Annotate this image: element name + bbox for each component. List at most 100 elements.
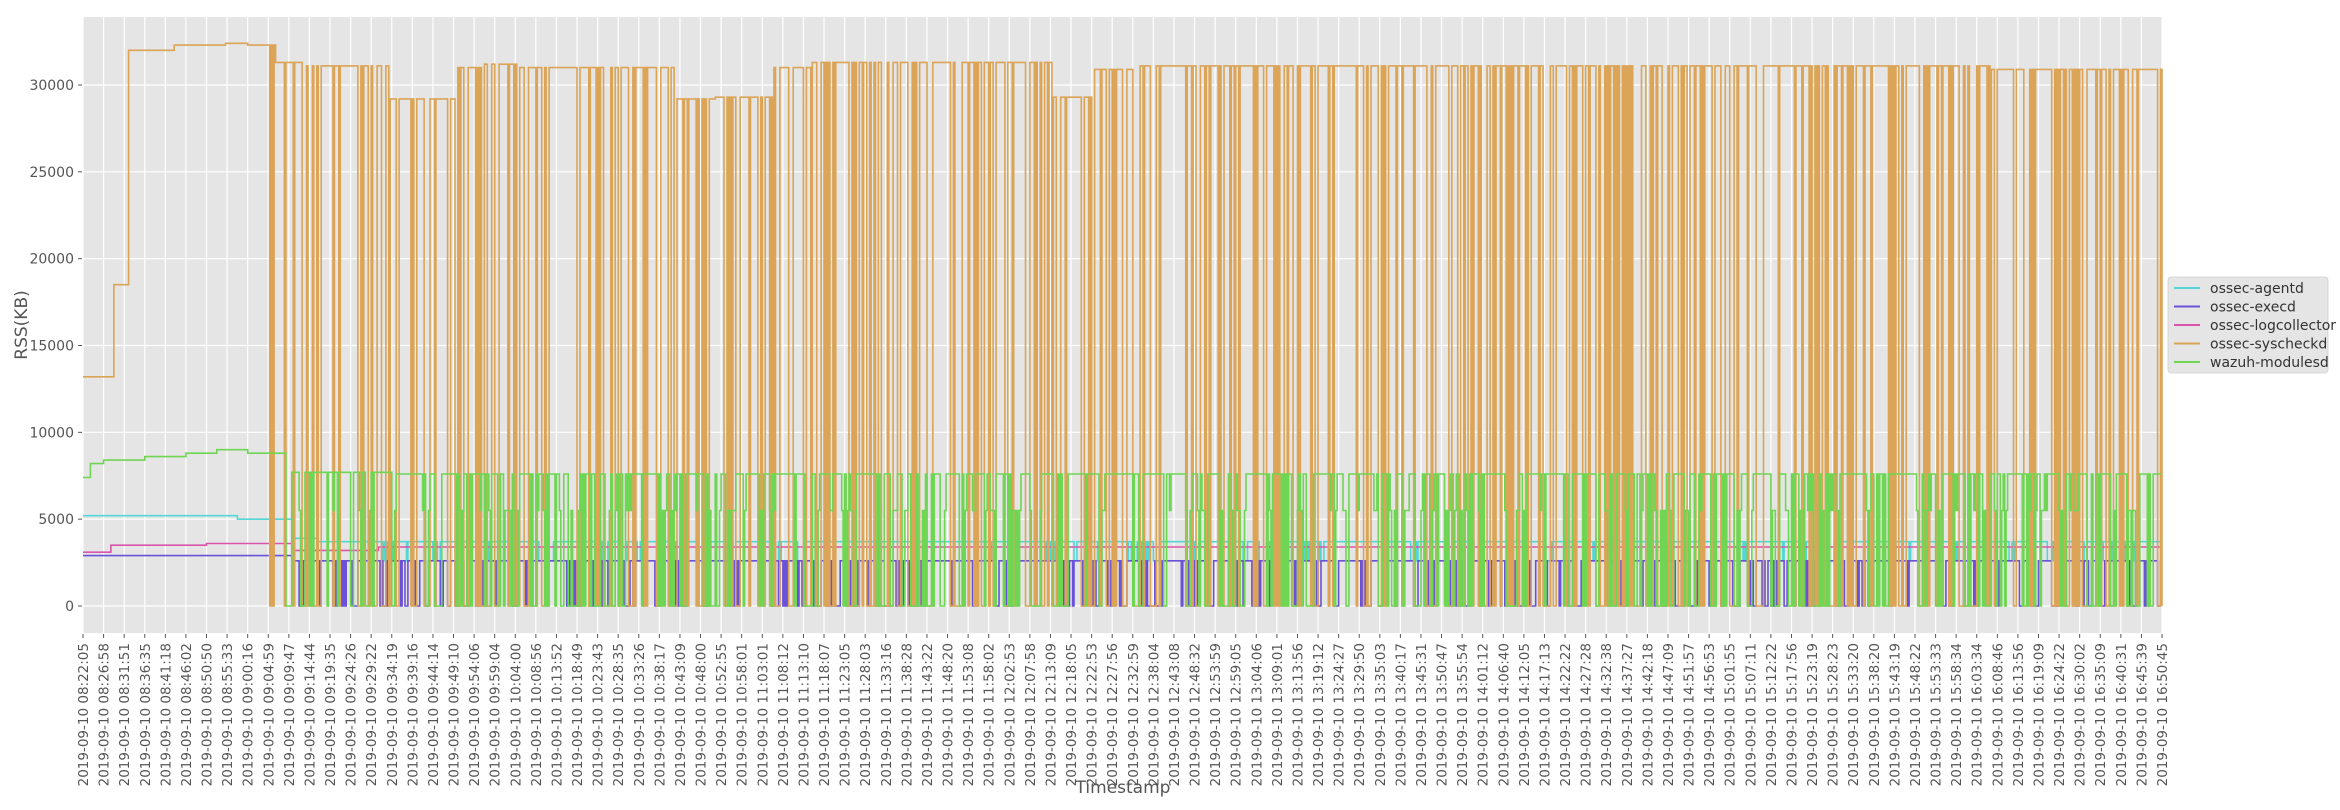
x-tick-label: 2019-09-10 12:48:32	[1188, 643, 1204, 786]
x-tick-label: 2019-09-10 12:18:05	[1064, 643, 1080, 786]
x-tick-label: 2019-09-10 09:44:14	[426, 643, 442, 786]
x-tick-label: 2019-09-10 15:07:11	[1743, 643, 1759, 786]
x-tick-label: 2019-09-10 09:19:35	[323, 643, 339, 786]
x-tick-label: 2019-09-10 14:17:13	[1537, 643, 1553, 786]
x-tick-label: 2019-09-10 14:42:18	[1640, 643, 1656, 786]
x-tick-label: 2019-09-10 15:53:33	[1929, 643, 1945, 786]
x-tick-label: 2019-09-10 10:08:56	[529, 643, 545, 786]
x-tick-label: 2019-09-10 12:22:53	[1085, 643, 1101, 786]
x-tick-label: 2019-09-10 14:56:53	[1702, 643, 1718, 786]
x-tick-label: 2019-09-10 11:53:08	[961, 643, 977, 786]
x-tick-label: 2019-09-10 15:23:19	[1805, 643, 1821, 786]
x-tick-label: 2019-09-10 10:04:00	[508, 643, 524, 786]
x-tick-label: 2019-09-10 08:46:02	[179, 643, 195, 786]
x-tick-label: 2019-09-10 13:13:56	[1290, 643, 1306, 786]
x-tick-label: 2019-09-10 10:43:09	[673, 643, 689, 786]
x-tick-label: 2019-09-10 12:53:59	[1208, 643, 1224, 786]
x-tick-label: 2019-09-10 10:33:26	[632, 643, 648, 786]
x-tick-label: 2019-09-10 09:04:59	[261, 643, 277, 786]
x-tick-label: 2019-09-10 13:24:27	[1332, 643, 1348, 786]
x-tick-label: 2019-09-10 13:35:03	[1373, 643, 1389, 786]
series-lines	[83, 42, 2163, 607]
y-tick-label: 10000	[29, 425, 74, 441]
x-tick-label: 2019-09-10 13:45:31	[1414, 643, 1430, 786]
legend-item: wazuh-modulesd	[2174, 355, 2329, 371]
y-tick-label: 15000	[29, 339, 74, 355]
legend-item: ossec-execd	[2174, 300, 2296, 316]
x-tick-label: 2019-09-10 15:33:20	[1846, 643, 1862, 786]
y-axis-label: RSS(KB)	[12, 290, 32, 359]
x-tick-label: 2019-09-10 12:32:59	[1126, 643, 1142, 786]
x-tick-label: 2019-09-10 09:24:26	[344, 643, 360, 786]
x-tick-label: 2019-09-10 16:08:46	[1990, 643, 2006, 786]
x-tick-label: 2019-09-10 10:38:17	[652, 643, 668, 786]
x-tick-label: 2019-09-10 09:54:06	[467, 643, 483, 786]
x-tick-label: 2019-09-10 15:17:56	[1784, 643, 1800, 786]
x-tick-label: 2019-09-10 08:41:18	[158, 643, 174, 786]
x-tick-label: 2019-09-10 14:22:22	[1558, 643, 1574, 786]
series-line-wazuh-modulesd	[83, 448, 2162, 607]
x-tick-label: 2019-09-10 14:27:28	[1579, 643, 1595, 786]
x-tick-label: 2019-09-10 08:26:58	[97, 643, 113, 786]
x-tick-label: 2019-09-10 13:50:47	[1435, 643, 1451, 786]
x-tick-label: 2019-09-10 11:23:05	[838, 643, 854, 786]
x-tick-label: 2019-09-10 11:38:28	[899, 643, 915, 786]
x-tick-label: 2019-09-10 14:37:27	[1620, 643, 1636, 786]
x-tick-label: 2019-09-10 09:29:22	[364, 643, 380, 786]
x-tick-label: 2019-09-10 15:01:55	[1723, 643, 1739, 786]
x-axis-label: Timestamp	[1075, 778, 1171, 798]
x-tick-label: 2019-09-10 08:50:50	[200, 643, 216, 786]
legend-item: ossec-syscheckd	[2174, 337, 2327, 353]
x-tick-label: 2019-09-10 16:50:45	[2155, 643, 2171, 786]
y-tick-label: 5000	[38, 512, 74, 528]
x-tick-label: 2019-09-10 14:12:05	[1517, 643, 1533, 786]
x-tick-label: 2019-09-10 15:28:23	[1826, 643, 1842, 786]
x-tick-label: 2019-09-10 09:00:16	[241, 643, 257, 786]
x-tick-label: 2019-09-10 13:55:54	[1455, 643, 1471, 786]
x-tick-label: 2019-09-10 11:03:01	[755, 643, 771, 786]
y-tick-label: 20000	[29, 252, 74, 268]
x-tick-label: 2019-09-10 10:23:43	[591, 643, 607, 786]
x-tick-label: 2019-09-10 08:55:33	[220, 643, 236, 786]
legend-item: ossec-agentd	[2174, 281, 2304, 297]
x-axis: 2019-09-10 08:22:05 2019-09-10 08:26:58 20…	[76, 634, 2171, 786]
x-tick-label: 2019-09-10 15:48:22	[1908, 643, 1924, 786]
y-axis: 0 5000 10000 15000 20000 25000 30000	[29, 78, 82, 615]
x-tick-label: 2019-09-10 11:08:12	[776, 643, 792, 786]
x-tick-label: 2019-09-10 13:29:50	[1352, 643, 1368, 786]
y-tick-label: 30000	[29, 78, 74, 94]
x-tick-label: 2019-09-10 10:52:55	[714, 643, 730, 786]
x-tick-label: 2019-09-10 10:18:49	[570, 643, 586, 786]
x-tick-label: 2019-09-10 16:13:56	[2011, 643, 2027, 786]
x-tick-label: 2019-09-10 08:22:05	[76, 643, 92, 786]
x-tick-label: 2019-09-10 09:59:04	[488, 643, 504, 786]
x-tick-label: 2019-09-10 13:09:01	[1270, 643, 1286, 786]
x-tick-label: 2019-09-10 09:09:47	[282, 643, 298, 786]
legend-label: ossec-logcollector	[2210, 318, 2336, 334]
x-tick-label: 2019-09-10 12:02:53	[1002, 643, 1018, 786]
x-tick-label: 2019-09-10 14:47:09	[1661, 643, 1677, 786]
x-tick-label: 2019-09-10 12:07:58	[1023, 643, 1039, 786]
x-tick-label: 2019-09-10 10:28:35	[611, 643, 627, 786]
x-tick-label: 2019-09-10 16:35:09	[2093, 643, 2109, 786]
x-tick-label: 2019-09-10 16:19:09	[2031, 643, 2047, 786]
x-tick-label: 2019-09-10 14:01:12	[1476, 643, 1492, 786]
x-tick-label: 2019-09-10 14:32:38	[1599, 643, 1615, 786]
x-tick-label: 2019-09-10 16:03:34	[1970, 643, 1986, 786]
x-tick-label: 2019-09-10 16:24:22	[2052, 643, 2068, 786]
x-tick-label: 2019-09-10 09:14:44	[302, 643, 318, 786]
x-tick-label: 2019-09-10 10:13:52	[549, 643, 565, 786]
legend: ossec-agentd ossec-execd ossec-logcollecto…	[2167, 276, 2336, 374]
x-tick-label: 2019-09-10 10:48:00	[694, 643, 710, 786]
legend-box	[2167, 276, 2329, 374]
x-tick-label: 2019-09-10 09:39:16	[405, 643, 421, 786]
x-tick-label: 2019-09-10 15:38:20	[1867, 643, 1883, 786]
legend-label: ossec-execd	[2210, 300, 2296, 316]
legend-label: ossec-agentd	[2210, 281, 2304, 297]
x-tick-label: 2019-09-10 09:34:19	[385, 643, 401, 786]
x-tick-label: 2019-09-10 08:36:35	[138, 643, 154, 786]
x-tick-label: 2019-09-10 11:13:10	[796, 643, 812, 786]
x-tick-label: 2019-09-10 16:30:02	[2073, 643, 2089, 786]
x-tick-label: 2019-09-10 15:58:34	[1949, 643, 1965, 786]
